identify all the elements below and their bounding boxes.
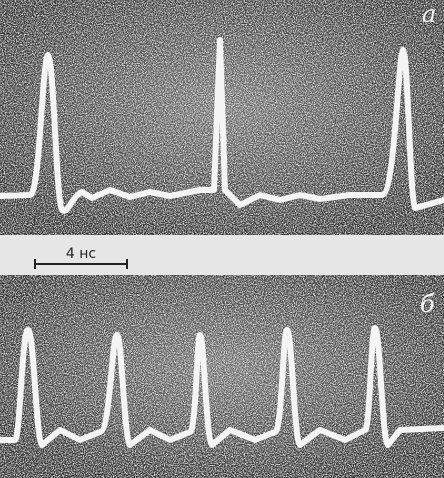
panel-label: б	[420, 290, 435, 318]
figure: а 4 нс б	[0, 0, 444, 478]
panel-label: а	[422, 0, 436, 28]
panel-b: б	[0, 275, 444, 478]
panel-a: а	[0, 0, 444, 235]
scale-label: 4 нс	[66, 246, 96, 262]
scale-strip: 4 нс	[0, 235, 444, 275]
panel-noise	[0, 275, 444, 478]
